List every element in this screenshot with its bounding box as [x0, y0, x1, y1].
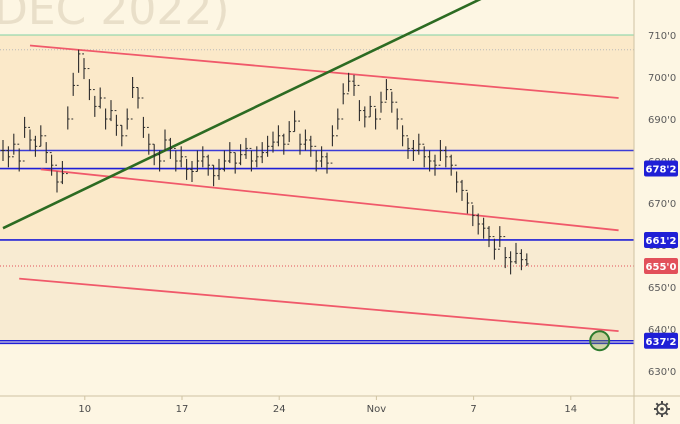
symbol-watermark: DEC 2022) — [0, 0, 230, 35]
time-tick-label: Nov — [367, 404, 387, 415]
lower-zone-band — [0, 239, 634, 341]
price-tick-label: 640'0 — [648, 325, 676, 336]
price-bands — [0, 35, 634, 341]
support-uptrend-trendline[interactable] — [2, 0, 511, 230]
price-label-badge — [644, 160, 678, 177]
price-labels: 678'2 661'2 655'0 637'2 — [644, 160, 678, 349]
trendlines — [2, 0, 619, 332]
price-label-text: 661'2 — [646, 236, 677, 247]
price-label-text: 637'2 — [646, 337, 677, 348]
time-tick-label: 24 — [273, 404, 286, 415]
price-axis: 630'0640'0650'0660'0670'0680'0690'0700'0… — [648, 31, 676, 378]
time-tick-label: 14 — [564, 404, 577, 415]
horizontal-levels — [0, 34, 634, 345]
price-series — [1, 49, 529, 275]
time-tick-label: 10 — [78, 404, 91, 415]
target-circle[interactable] — [589, 330, 611, 352]
price-tick-label: 690'0 — [648, 115, 676, 126]
channel-lower-trendline[interactable] — [19, 277, 619, 332]
price-tick-label: 710'0 — [648, 31, 676, 42]
price-label-text: 655'0 — [646, 262, 677, 273]
time-tick-label: 7 — [470, 404, 476, 415]
price-label-badge — [644, 231, 678, 248]
channel-middle-trendline[interactable] — [40, 168, 619, 232]
price-label-badge — [644, 332, 678, 349]
price-tick-label: 650'0 — [648, 283, 676, 294]
time-tick-label: 17 — [176, 404, 189, 415]
time-axis: 10 17 24 Nov 7 14 — [78, 396, 577, 415]
price-label-text: 678'2 — [646, 165, 677, 176]
target-marker — [589, 330, 611, 352]
settings-gear-icon[interactable] — [654, 401, 670, 417]
upper-zone-band — [0, 35, 634, 240]
price-tick-label: 630'0 — [648, 367, 676, 378]
price-label-badge — [644, 258, 678, 274]
resistance-upper-trendline[interactable] — [29, 44, 619, 99]
price-tick-label: 700'0 — [648, 73, 676, 84]
price-tick-label: 670'0 — [648, 199, 676, 210]
